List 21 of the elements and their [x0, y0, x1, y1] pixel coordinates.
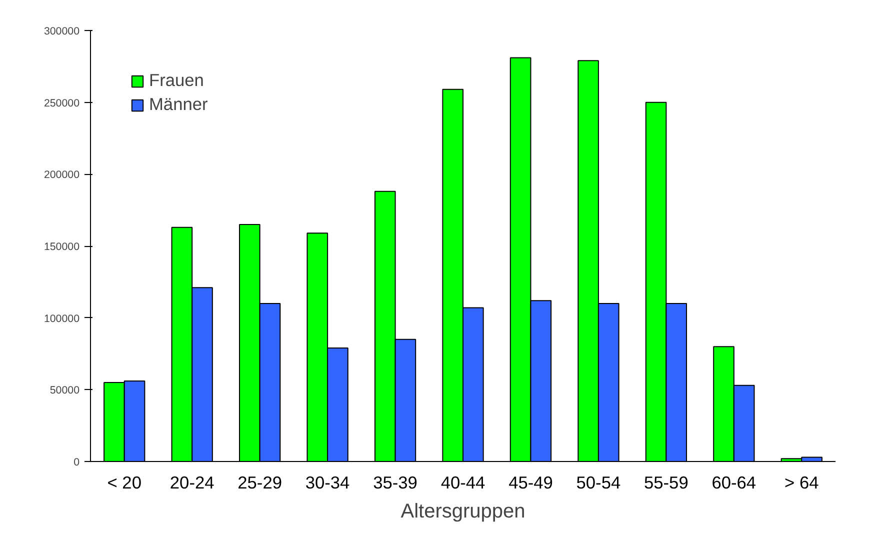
y-tick-label: 150000 — [44, 241, 80, 253]
x-tick-label: < 20 — [107, 472, 142, 492]
y-tick-label: 50000 — [50, 384, 80, 397]
x-tick-label: 45-49 — [508, 472, 553, 492]
x-tick-label: 55-59 — [644, 472, 688, 492]
x-tick-label: 60-64 — [712, 472, 756, 492]
y-tick-label: 100000 — [44, 312, 80, 325]
y-tick-label: 300000 — [44, 26, 80, 38]
x-tick-label: 25-29 — [238, 472, 282, 492]
x-tick-label: 40-44 — [440, 472, 486, 492]
legend-label: Frauen — [149, 70, 204, 91]
x-tick-label: 30-34 — [305, 472, 350, 492]
y-tick-label: 250000 — [44, 97, 80, 110]
x-tick-label: 35-39 — [373, 472, 418, 492]
y-tick-label: 200000 — [44, 169, 80, 182]
y-tick-label: 0 — [74, 456, 80, 468]
x-tick-label: > 64 — [784, 472, 820, 492]
x-tick-label: 50-54 — [576, 472, 621, 492]
x-tick-label: 20-24 — [170, 472, 215, 492]
legend-label: Männer — [149, 94, 208, 115]
x-axis-title: Altersgruppen — [400, 500, 526, 522]
